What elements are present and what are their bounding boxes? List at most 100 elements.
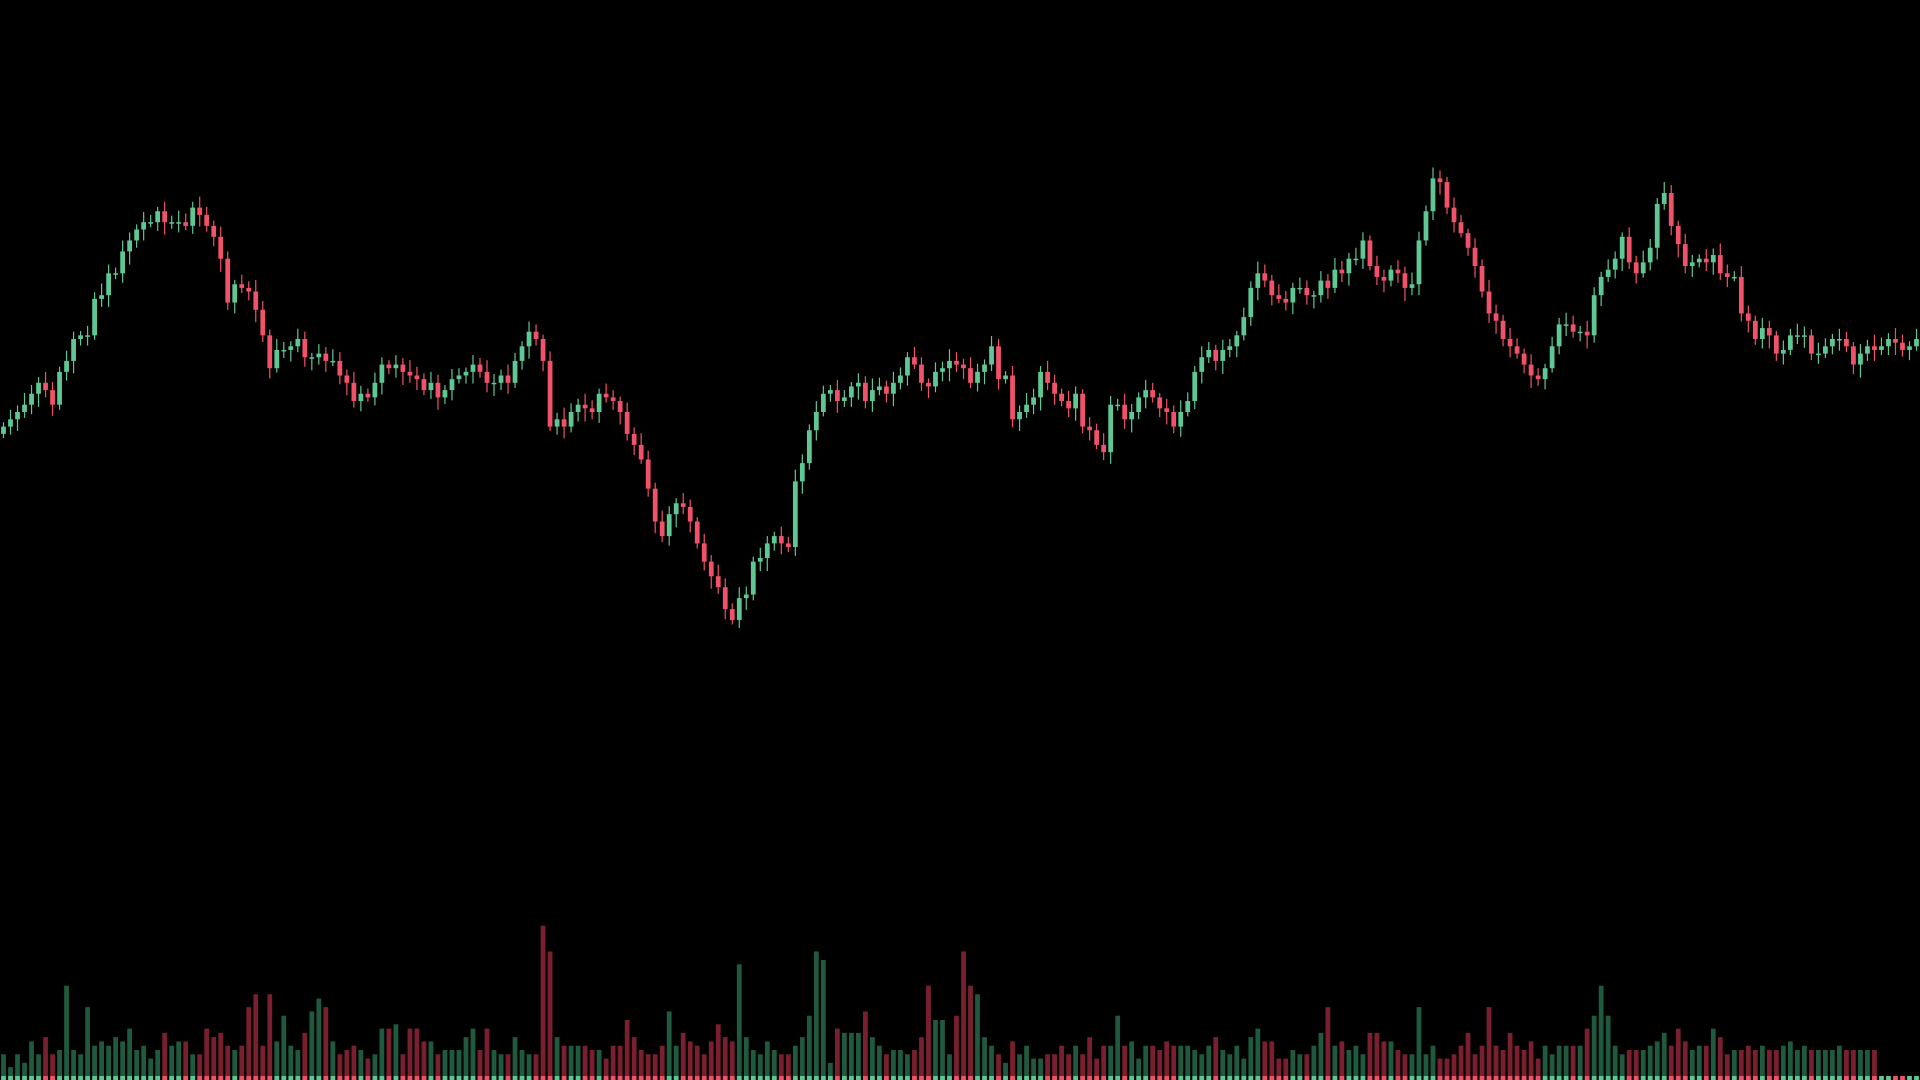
candle-body [813,412,819,431]
volume-bar [225,1045,231,1080]
candle-body [1276,295,1282,299]
candle-body [1668,193,1674,226]
candle-body [281,349,287,352]
volume-bar [1830,1050,1835,1080]
candle-body [1101,444,1107,453]
volume-bar-base [961,1076,966,1080]
candle-body [1269,280,1275,296]
volume-bar-base [169,1076,175,1080]
volume-bar-base [1227,1076,1233,1080]
volume-bar-base [1633,1076,1639,1080]
volume-bar [463,1037,469,1080]
volume-bar [1500,1050,1506,1080]
volume-bar-base [1914,1076,1919,1080]
candle-body [736,598,742,621]
candle-body [1563,324,1569,326]
volume-bar-base [1136,1076,1142,1080]
candle-body [1879,346,1884,350]
volume-bar-base [596,1076,602,1080]
volume-bar [589,1050,595,1080]
candle-body [673,503,679,515]
volume-bar [1353,1045,1359,1080]
volume-bar-base [456,1076,462,1080]
volume-bar-base [1388,1076,1394,1080]
candle-body [1332,269,1338,288]
volume-bar-base [1731,1076,1737,1080]
candle-body [1339,269,1345,274]
volume-bar-base [863,1076,868,1080]
volume-bar-base [673,1076,679,1080]
volume-bar-base [813,1076,819,1080]
candle-body [1290,287,1296,303]
candle-body [218,236,224,259]
volume-bar [849,1032,854,1080]
volume-bar-base [856,1076,861,1080]
volume-bar-base [687,1076,693,1080]
volume-bar-base [428,1076,434,1080]
candle-body [1556,324,1562,347]
volume-bar-base [1185,1076,1191,1080]
volume-bar [1339,1041,1345,1080]
candle-body [15,412,20,420]
candle-body [533,331,539,339]
candle-body [1794,335,1800,337]
candle-body [435,382,441,398]
candle-body [743,594,749,599]
candle-body [1178,412,1184,427]
candle-body [1759,328,1765,339]
volume-bar-base [1521,1076,1527,1080]
candle-body [1248,287,1254,318]
volume-bar [1773,1050,1779,1080]
volume-bar [1598,985,1604,1080]
candle-body [1766,328,1772,336]
volume-bar [926,985,931,1080]
volume-bar [358,1050,364,1080]
volume-bar [1738,1050,1744,1080]
volume-bar [1696,1045,1702,1080]
candle-body [799,463,805,482]
volume-bar [1143,1045,1149,1080]
volume-bar [43,1037,48,1080]
volume-bar [1332,1045,1338,1080]
candle-body [1353,258,1359,261]
candle-body [1052,382,1057,394]
volume-bar [799,1037,805,1080]
candle-body [554,419,560,427]
volume-bar-base [1360,1076,1366,1080]
volume-bar [141,1045,147,1080]
candle-body [884,386,889,394]
candle-body [1241,317,1247,336]
candle-body [1780,349,1786,354]
volume-bar [863,1011,868,1080]
candle-body [71,339,76,361]
volume-bar-base [771,1076,777,1080]
volume-bar [1164,1041,1170,1080]
volume-bar-base [22,1076,27,1080]
volume-bar [1570,1045,1576,1080]
volume-bar [1045,1054,1050,1080]
candle-body [113,273,119,275]
volume-bar [1297,1054,1303,1080]
candle-body [954,360,959,365]
candle-body [470,364,476,372]
volume-bar-base [8,1076,13,1080]
volume-bar-base [421,1076,427,1080]
candle-body [1696,258,1702,263]
volume-bar [1507,1032,1513,1080]
volume-bar [898,1050,903,1080]
volume-bar [1717,1037,1723,1080]
candle-body [1024,404,1029,412]
candle-body [1227,346,1233,350]
volume-bar-base [1402,1076,1408,1080]
volume-bar [1549,1054,1555,1080]
candle-body [575,404,581,412]
volume-bar [1199,1054,1205,1080]
candle-body [806,430,812,464]
candle-body [92,298,97,336]
volume-bar-base [1661,1076,1667,1080]
volume-bar [260,1045,266,1080]
candle-body [1823,346,1828,354]
volume-bar-base [1164,1076,1170,1080]
volume-bar-base [176,1076,182,1080]
volume-bar [1563,1045,1569,1080]
